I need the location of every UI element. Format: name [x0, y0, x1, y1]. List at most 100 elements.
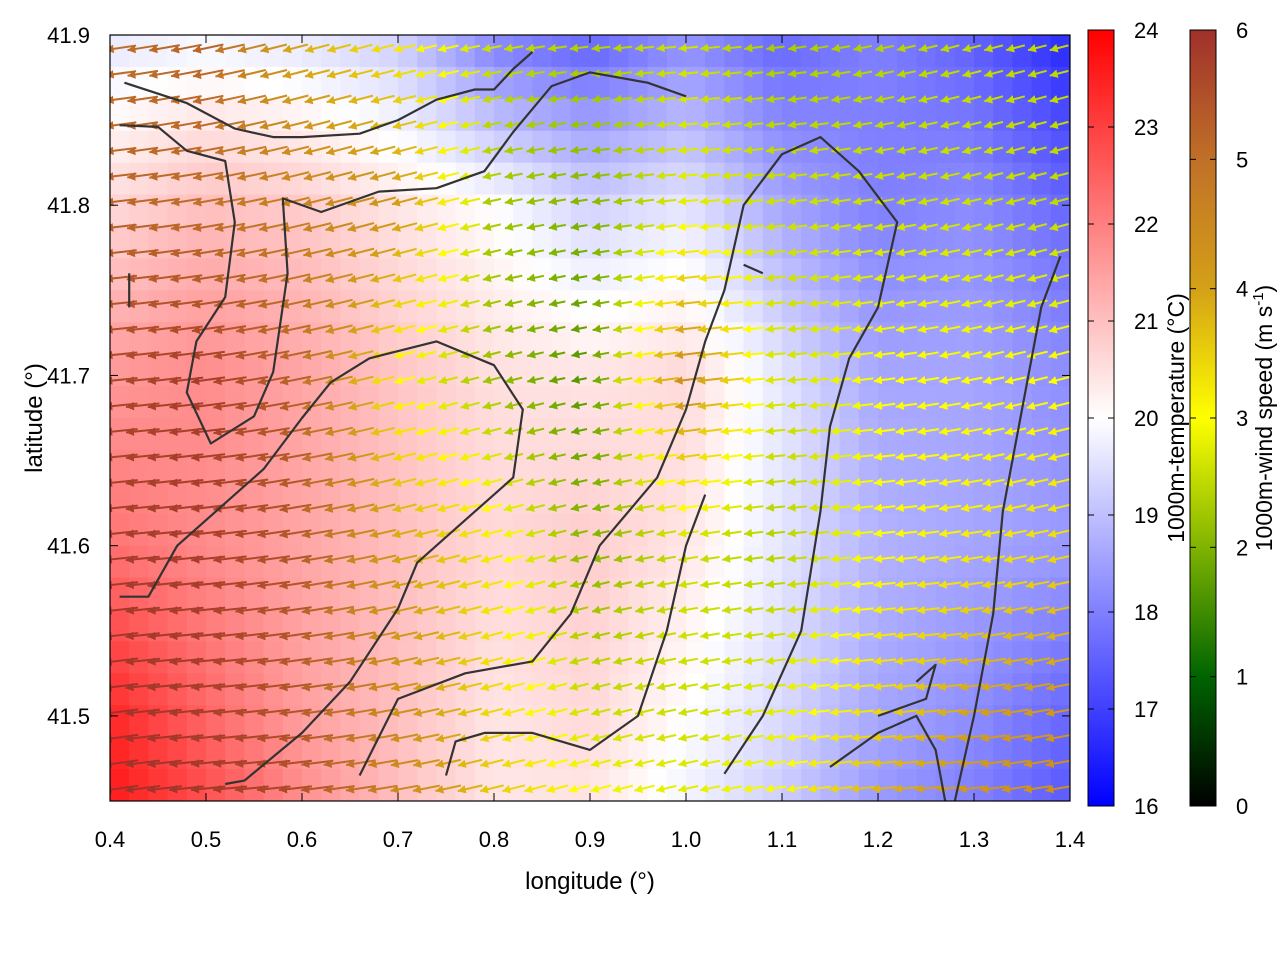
temperature-cell	[936, 131, 956, 164]
temperature-cell	[955, 386, 975, 419]
temperature-cell	[129, 386, 149, 419]
temperature-cell	[168, 386, 188, 419]
temperature-cell	[148, 290, 168, 323]
temperature-cell	[609, 163, 629, 196]
temperature-cell	[648, 258, 668, 291]
colorbar-tick-label: 21	[1134, 309, 1158, 334]
temperature-cell	[859, 131, 879, 164]
temperature-cell	[475, 290, 495, 323]
temperature-cell	[244, 258, 264, 291]
temperature-cell	[187, 131, 207, 164]
temperature-cell	[475, 35, 495, 68]
temperature-cell	[724, 35, 744, 68]
temperature-cell	[436, 131, 456, 164]
temperature-cell	[724, 163, 744, 196]
temperature-cell	[897, 514, 917, 547]
temperature-cell	[686, 769, 706, 802]
temperature-cell	[1032, 514, 1052, 547]
temperature-cell	[110, 641, 130, 674]
temperature-cell	[897, 641, 917, 674]
temperature-cell	[1012, 769, 1032, 802]
temperature-cell	[859, 514, 879, 547]
temperature-cell	[302, 769, 322, 802]
temperature-cell	[360, 641, 380, 674]
temperature-cell	[955, 35, 975, 68]
temperature-cell	[744, 35, 764, 68]
x-tick-label: 1.3	[959, 827, 990, 852]
wind-speed-label-end: )	[1251, 285, 1277, 293]
temperature-cell	[571, 163, 591, 196]
wind-speed-label-sup: -1	[1250, 292, 1267, 305]
temperature-cell	[532, 163, 552, 196]
temperature-cell	[436, 35, 456, 68]
colorbar-tick-label: 1	[1236, 665, 1248, 690]
temperature-cell	[955, 641, 975, 674]
temperature-cell	[974, 258, 994, 291]
wind-speed-label-main: 1000m-wind speed (m s	[1251, 306, 1277, 551]
temperature-cell	[417, 769, 437, 802]
temperature-cell	[705, 163, 725, 196]
temperature-cell	[302, 514, 322, 547]
x-tick-label: 0.7	[383, 827, 414, 852]
colorbar-tick-label: 17	[1134, 697, 1158, 722]
temperature-cell	[667, 35, 687, 68]
temperature-cell	[513, 418, 533, 451]
temperature-cell	[456, 386, 476, 419]
temperature-cell	[840, 386, 860, 419]
temperature-cell	[840, 163, 860, 196]
temperature-cell	[571, 290, 591, 323]
temperature-cell	[532, 546, 552, 579]
temperature-cell	[628, 163, 648, 196]
temperature-cell	[283, 641, 303, 674]
temperature-cell	[859, 386, 879, 419]
temperature-cell	[321, 769, 341, 802]
temperature-cell	[993, 769, 1013, 802]
temperature-cell	[744, 418, 764, 451]
temperature-cell	[724, 514, 744, 547]
colorbar-tick-label: 18	[1134, 600, 1158, 625]
temperature-cell	[763, 769, 783, 802]
temperature-cell	[590, 35, 610, 68]
temperature-cell	[571, 195, 591, 228]
temperature-cell	[744, 258, 764, 291]
x-tick-label: 1.2	[863, 827, 894, 852]
temperature-cell	[916, 386, 936, 419]
temperature-cell	[148, 641, 168, 674]
temperature-cell	[667, 769, 687, 802]
temperature-cell	[264, 641, 284, 674]
temperature-cell	[590, 131, 610, 164]
temperature-cell	[494, 769, 514, 802]
temperature-cell	[129, 514, 149, 547]
temperature-cell	[628, 418, 648, 451]
temperature-cell	[148, 35, 168, 68]
temperature-cell	[859, 418, 879, 451]
temperature-cell	[628, 290, 648, 323]
temperature-cell	[705, 418, 725, 451]
temperature-cell	[628, 514, 648, 547]
temperature-cell	[1032, 769, 1052, 802]
temperature-cell	[686, 131, 706, 164]
temperature-cell	[513, 163, 533, 196]
temperature-cell	[801, 290, 821, 323]
temperature-cell	[782, 258, 802, 291]
temperature-cell	[801, 769, 821, 802]
temperature-cell	[974, 386, 994, 419]
temperature-cell	[648, 386, 668, 419]
temperature-cell	[244, 514, 264, 547]
temperature-cell	[168, 514, 188, 547]
temperature-cell	[801, 131, 821, 164]
temperature-cell	[206, 769, 226, 802]
temperature-cell	[724, 131, 744, 164]
x-axis-label: longitude (°)	[525, 868, 655, 895]
temperature-cell	[110, 546, 130, 579]
y-tick-label: 41.8	[47, 193, 90, 218]
temperature-cell	[859, 641, 879, 674]
temperature-cell	[859, 482, 879, 515]
temperature-cell	[782, 418, 802, 451]
x-tick-label: 1.4	[1055, 827, 1086, 852]
temperature-cell	[840, 514, 860, 547]
colorbar-tick-label: 19	[1134, 503, 1158, 528]
temperature-cell	[129, 258, 149, 291]
temperature-cell	[1051, 35, 1071, 68]
temperature-cell	[801, 641, 821, 674]
